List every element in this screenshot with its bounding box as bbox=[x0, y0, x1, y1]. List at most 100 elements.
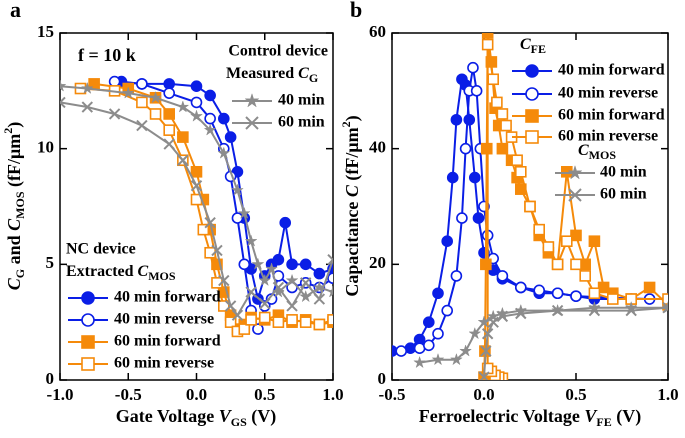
marker bbox=[163, 108, 175, 120]
marker bbox=[481, 33, 494, 39]
marker bbox=[542, 241, 555, 253]
marker bbox=[299, 258, 312, 271]
marker bbox=[467, 61, 479, 74]
marker bbox=[468, 326, 482, 340]
marker bbox=[217, 146, 231, 159]
marker bbox=[487, 316, 499, 328]
marker bbox=[271, 285, 285, 298]
x-tick-label: 1.0 bbox=[657, 385, 678, 404]
y-tick-label: 0 bbox=[46, 369, 55, 388]
plot-area bbox=[392, 33, 668, 380]
marker bbox=[496, 270, 509, 282]
marker bbox=[551, 304, 564, 317]
marker bbox=[459, 344, 473, 357]
y-axis-label: Capacitance C (fF/μm2) bbox=[339, 115, 363, 296]
x-tick-label: 0.5 bbox=[254, 385, 275, 404]
marker bbox=[327, 253, 333, 266]
marker bbox=[80, 81, 94, 95]
series-line bbox=[483, 306, 668, 378]
marker bbox=[252, 323, 264, 335]
marker bbox=[470, 85, 483, 97]
x-tick-label: 1.0 bbox=[322, 385, 343, 404]
marker bbox=[395, 345, 408, 357]
x-tick-label: 0.0 bbox=[186, 385, 207, 404]
legend-label: 40 min reverse bbox=[114, 311, 214, 328]
y-tick-label: 60 bbox=[369, 22, 386, 41]
marker bbox=[625, 304, 637, 317]
marker bbox=[431, 352, 445, 366]
marker bbox=[163, 87, 175, 99]
marker bbox=[525, 109, 539, 123]
marker bbox=[190, 179, 203, 192]
marker bbox=[422, 316, 435, 328]
marker bbox=[108, 108, 121, 120]
marker bbox=[218, 112, 230, 125]
panel-b: b Ferroelectric Voltage VFE (V) Capacita… bbox=[339, 0, 679, 429]
marker bbox=[422, 339, 435, 352]
marker bbox=[258, 273, 272, 287]
marker bbox=[224, 300, 237, 312]
marker bbox=[218, 300, 230, 312]
marker bbox=[567, 164, 583, 180]
panel-a: a f = 10 k Gate Voltage VGS (V) CG and C… bbox=[1, 0, 344, 429]
legend-label: 60 min forward bbox=[114, 333, 221, 350]
marker bbox=[514, 281, 527, 294]
marker bbox=[327, 314, 333, 326]
marker bbox=[190, 166, 203, 178]
marker bbox=[477, 315, 491, 328]
legend-label: 40 min reverse bbox=[558, 85, 658, 102]
marker bbox=[511, 154, 523, 167]
marker bbox=[450, 113, 463, 126]
legend-label: 60 min bbox=[600, 186, 647, 203]
marker bbox=[496, 108, 509, 120]
marker bbox=[224, 316, 237, 328]
marker bbox=[446, 171, 459, 184]
marker bbox=[245, 286, 257, 298]
marker bbox=[230, 183, 244, 196]
marker bbox=[177, 154, 189, 166]
marker bbox=[514, 166, 527, 178]
marker bbox=[272, 253, 285, 266]
marker bbox=[149, 90, 163, 104]
marker bbox=[441, 304, 454, 317]
x-tick-label: -0.5 bbox=[379, 385, 406, 404]
marker bbox=[524, 200, 536, 213]
x-tick-label: -0.5 bbox=[115, 385, 142, 404]
marker bbox=[81, 291, 95, 305]
y-tick-label: 10 bbox=[37, 138, 54, 157]
marker bbox=[533, 223, 546, 236]
marker bbox=[313, 318, 326, 331]
marker bbox=[579, 270, 592, 282]
marker bbox=[588, 304, 601, 317]
legend-heading: Control device bbox=[228, 43, 328, 60]
marker bbox=[432, 287, 444, 300]
marker bbox=[238, 258, 251, 271]
legend-label: 40 min bbox=[278, 92, 325, 109]
marker bbox=[231, 309, 244, 321]
legend-label: 60 min reverse bbox=[114, 355, 214, 372]
marker bbox=[136, 78, 148, 90]
marker bbox=[551, 258, 564, 271]
marker bbox=[481, 328, 494, 340]
marker bbox=[149, 108, 162, 120]
marker bbox=[238, 323, 251, 335]
marker bbox=[197, 223, 210, 236]
marker bbox=[121, 86, 135, 99]
marker bbox=[163, 124, 175, 136]
legend-label: 60 min forward bbox=[558, 107, 665, 124]
x-tick-label: -1.0 bbox=[47, 385, 74, 404]
marker bbox=[481, 38, 494, 51]
marker bbox=[588, 287, 601, 300]
x-axis-label: Ferroelectric Voltage VFE (V) bbox=[419, 406, 641, 429]
marker bbox=[515, 307, 527, 320]
marker bbox=[211, 244, 223, 257]
marker bbox=[496, 310, 509, 323]
marker bbox=[463, 113, 476, 126]
marker bbox=[279, 216, 292, 229]
marker bbox=[259, 297, 271, 310]
marker bbox=[525, 64, 539, 78]
panel-label: a bbox=[10, 0, 21, 22]
legend-heading: CMOS bbox=[578, 142, 616, 162]
legend-label: 40 min forward bbox=[114, 289, 221, 306]
